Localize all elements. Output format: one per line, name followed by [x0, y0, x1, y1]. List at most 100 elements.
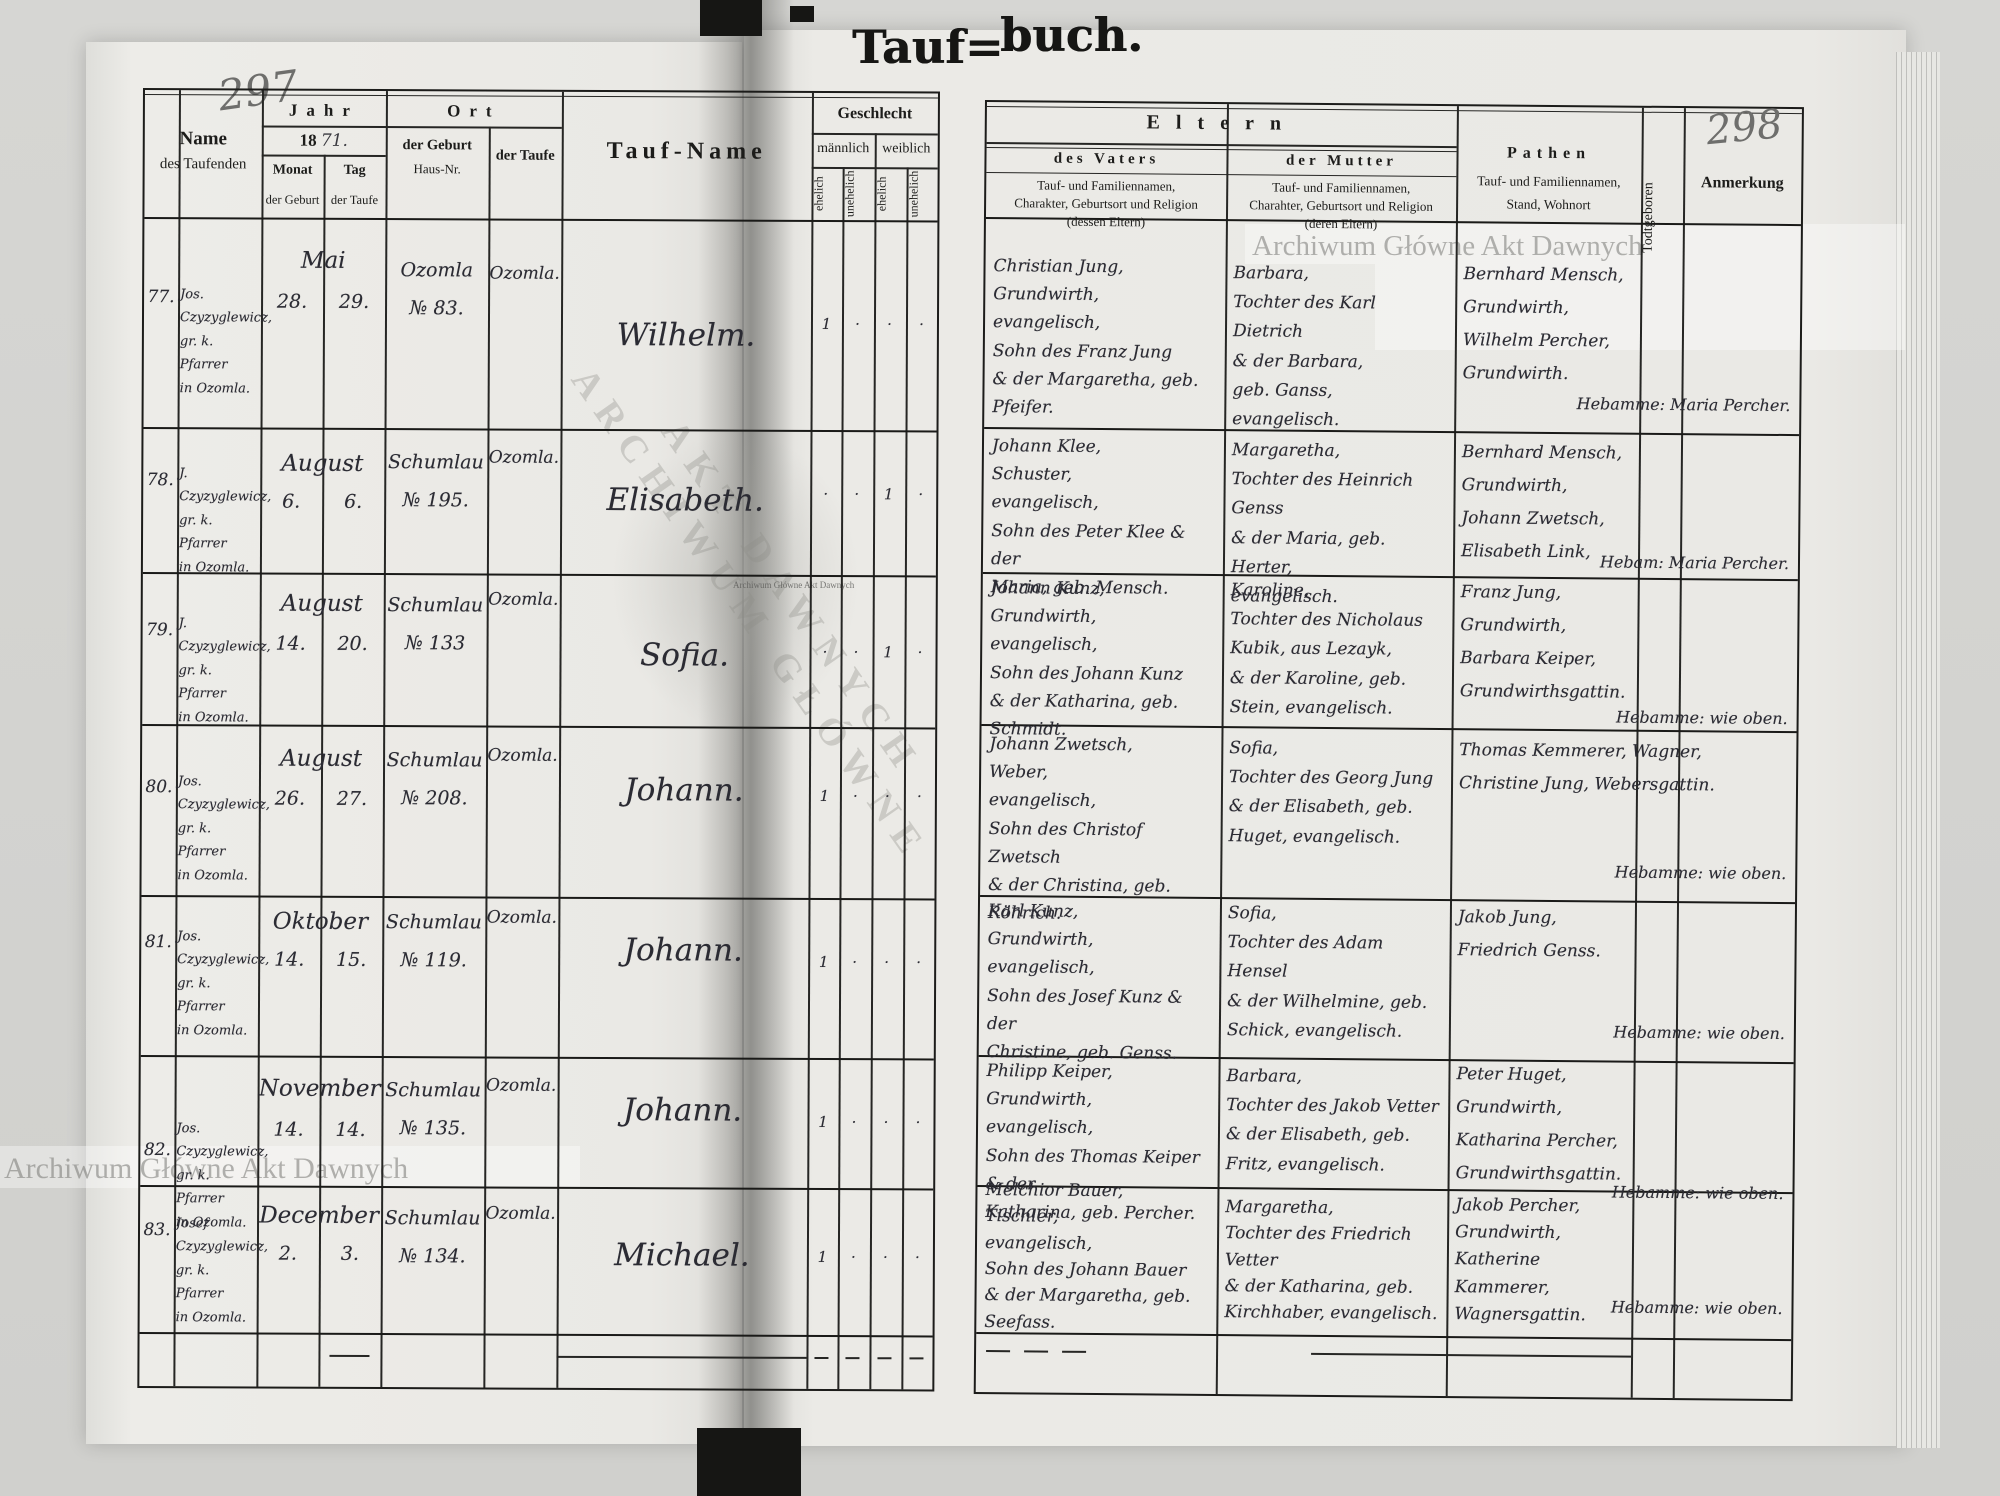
- pathen-entry: Peter Huget, Grundwirth, Katharina Perch…: [1455, 1064, 1622, 1186]
- geschlecht-mark: ·: [854, 485, 860, 504]
- ort-geburt: Schumlau № 133: [387, 594, 484, 655]
- row-line: [143, 427, 937, 433]
- col-header-tag-sub: der Taufe: [330, 192, 379, 208]
- pathen-entry: Bernhard Mensch, Grundwirth, Johann Zwet…: [1460, 442, 1623, 563]
- geschlecht-mark: 1: [821, 314, 832, 334]
- book-title-right: buch.: [1000, 8, 1144, 62]
- tag-geburt: 2.: [278, 1242, 298, 1265]
- geschlecht-mark: ·: [855, 315, 860, 334]
- pathen-entry: Franz Jung, Grundwirth, Barbara Keiper, …: [1459, 582, 1626, 704]
- pathen-entry: Thomas Kemmerer, Wagner, Christine Jung,…: [1458, 740, 1715, 796]
- grid-line: [837, 167, 845, 1390]
- hebamme-note: Hebamme: wie oben.: [1610, 1297, 1783, 1319]
- tag-taufe: 15.: [336, 948, 367, 971]
- closing-dash: [1062, 1350, 1087, 1353]
- col-header-jahr: Jahr: [288, 100, 359, 120]
- col-header-pathen: Pathen: [1506, 144, 1592, 163]
- geschlecht-mark: ·: [852, 787, 858, 806]
- col-header-ort-taufe: der Taufe: [495, 147, 555, 164]
- closing-dash: [1024, 1350, 1049, 1353]
- hebamme-note: Hebamme: Maria Percher.: [1576, 394, 1791, 416]
- closing-dash: [877, 1357, 892, 1359]
- entry-number: 81.: [144, 932, 172, 953]
- entry-number: 78.: [146, 470, 174, 491]
- geschlecht-mark: 1: [818, 1112, 828, 1131]
- tag-taufe: 29.: [338, 290, 370, 313]
- geschlecht-mark: ·: [853, 643, 859, 662]
- geschlecht-mark: ·: [916, 787, 922, 806]
- right-table: Eltern des Vaters Tauf- und Familienname…: [973, 100, 1804, 1402]
- monat: August: [280, 745, 363, 772]
- row-line: [140, 1184, 934, 1191]
- ort-taufe: Ozomla.: [489, 263, 560, 284]
- jahr-printed: 18: [299, 130, 317, 150]
- taufender-name: Jos. Czyzyglewicz, gr. k. Pfarrer in Ozo…: [176, 929, 270, 1039]
- geschlecht-mark: 1: [818, 952, 829, 971]
- monat: December: [259, 1202, 379, 1230]
- taufname: Wilhelm.: [616, 317, 756, 354]
- mutter-entry: Sofia, Tochter des Adam Hensel & der Wil…: [1226, 903, 1428, 1042]
- book-gutter: [698, 0, 794, 1496]
- geschlecht-mark: 1: [883, 485, 894, 504]
- tag-geburt: 26.: [274, 787, 306, 810]
- geschlecht-mark: ·: [914, 1248, 920, 1267]
- jahr-value: 18 71.: [262, 131, 386, 152]
- col-header-ehelich-w: ehelich: [874, 176, 889, 212]
- monat: August: [280, 590, 363, 617]
- grid-line: [806, 92, 814, 1389]
- taufname: Johann.: [622, 1092, 743, 1129]
- entry-number: 77.: [147, 287, 175, 308]
- geschlecht-mark: ·: [917, 643, 923, 662]
- col-header-ort: Ort: [447, 101, 501, 121]
- tag-taufe: 27.: [336, 787, 368, 810]
- col-header-taufname: Tauf-Name: [606, 138, 767, 165]
- spine-strip-bottom: [697, 1428, 801, 1496]
- grid-line: [811, 166, 938, 170]
- row-line: [142, 572, 936, 578]
- col-header-unehelich-m: unehelich: [842, 170, 857, 218]
- taufname: Sofia.: [639, 637, 730, 674]
- closing-dash: [909, 1357, 924, 1360]
- ort-geburt: Schumlau № 119.: [385, 911, 482, 972]
- closing-line: [556, 1355, 807, 1359]
- grid-line: [261, 125, 562, 129]
- geschlecht-mark: ·: [915, 1113, 921, 1132]
- geschlecht-mark: ·: [822, 642, 828, 661]
- closing-dash: [845, 1357, 860, 1359]
- closing-dash: [986, 1350, 1011, 1352]
- taufname: Elisabeth.: [606, 482, 764, 519]
- hebamme-note: Hebamme: wie oben.: [1613, 1022, 1785, 1044]
- spine-strip-top: [700, 0, 762, 36]
- col-header-name: Name: [179, 128, 228, 150]
- col-header-ort-geburt: der Geburt: [402, 137, 472, 154]
- grid-line: [261, 154, 386, 157]
- taufname: Johann.: [623, 932, 743, 969]
- col-header-geschlecht: Geschlecht: [837, 105, 913, 123]
- taufender-name: Jos. Czyzyglewicz, gr. k. Pfarrer in Ozo…: [177, 774, 270, 884]
- row-line: [141, 895, 935, 901]
- ort-taufe: Ozomla.: [488, 447, 560, 468]
- left-table: Name des Taufenden Jahr 18 71. Monat Tag…: [137, 88, 940, 1392]
- watermark-right: Archiwum Główne Akt Dawnych: [1252, 230, 1643, 262]
- mutter-entry: Margaretha, Tochter des Friedrich Vetter…: [1224, 1197, 1438, 1325]
- mutter-entry: Sofia, Tochter des Georg Jung & der Elis…: [1228, 738, 1434, 848]
- tag-geburt: 6.: [282, 490, 301, 513]
- tag-geburt: 14.: [274, 948, 305, 971]
- watermark-band-right: [1245, 224, 1905, 264]
- col-header-todtgeboren: Todtgeboren: [1640, 182, 1657, 254]
- vater-entry: Johann Kunz, Grundwirth, evangelisch, So…: [989, 578, 1183, 740]
- ort-taufe: Ozomla.: [486, 907, 558, 928]
- col-header-monat: Monat: [272, 162, 313, 178]
- col-header-pathen-sub: Tauf- und Familiennamen, Stand, Wohnort: [1477, 173, 1621, 213]
- watermark-bottom-left: Archiwum Główne Akt Dawnych: [4, 1152, 409, 1185]
- mutter-entry: Barbara, Tochter des Karl Dietrich & der…: [1232, 263, 1376, 431]
- taufender-name: Jos. Czyzyglewicz, gr. k. Pfarrer in Ozo…: [179, 287, 273, 397]
- col-header-anmerkung: Anmerkung: [1700, 174, 1784, 192]
- page-edges: [1896, 52, 1940, 1448]
- tag-taufe: 6.: [344, 490, 363, 513]
- tag-geburt: 14.: [275, 632, 306, 655]
- vater-entry: Karl Kunz, Grundwirth, evangelisch, Sohn…: [986, 901, 1183, 1064]
- geschlecht-mark: ·: [919, 315, 924, 334]
- ort-geburt: Schumlau № 195.: [387, 451, 484, 512]
- tag-taufe: 14.: [335, 1118, 366, 1141]
